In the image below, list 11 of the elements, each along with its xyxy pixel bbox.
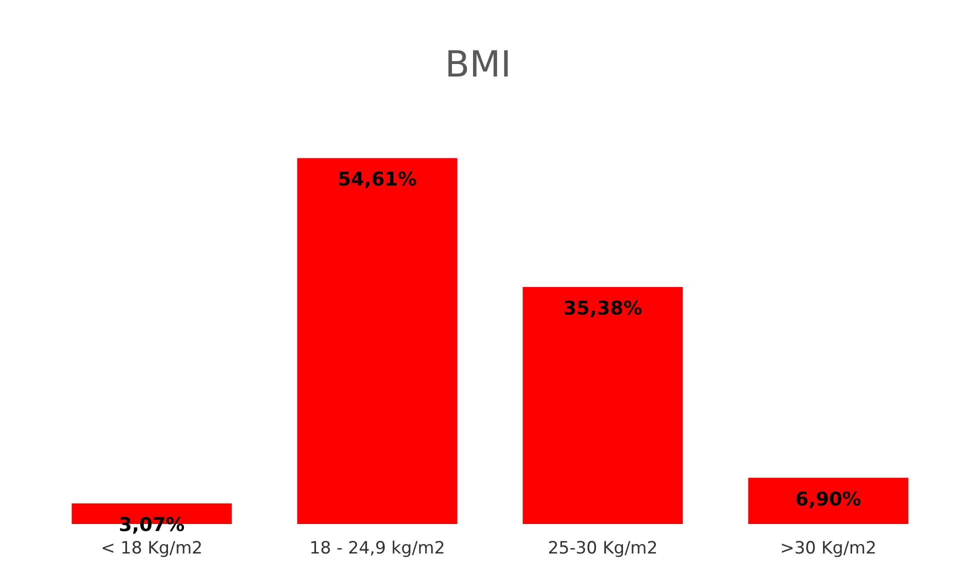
bar [748, 478, 908, 524]
x-tick-label: < 18 Kg/m2 [100, 538, 203, 558]
x-tick-label: >30 Kg/m2 [780, 538, 876, 558]
x-tick-label: 18 - 24,9 kg/m2 [309, 538, 446, 558]
data-label: 6,90% [795, 488, 862, 510]
data-label: 54,61% [338, 168, 417, 191]
data-label: 35,38% [563, 297, 642, 320]
x-tick-label: 25-30 Kg/m2 [548, 538, 658, 558]
chart-title: BMI [444, 44, 512, 86]
bar [297, 158, 458, 524]
bar [522, 286, 683, 524]
